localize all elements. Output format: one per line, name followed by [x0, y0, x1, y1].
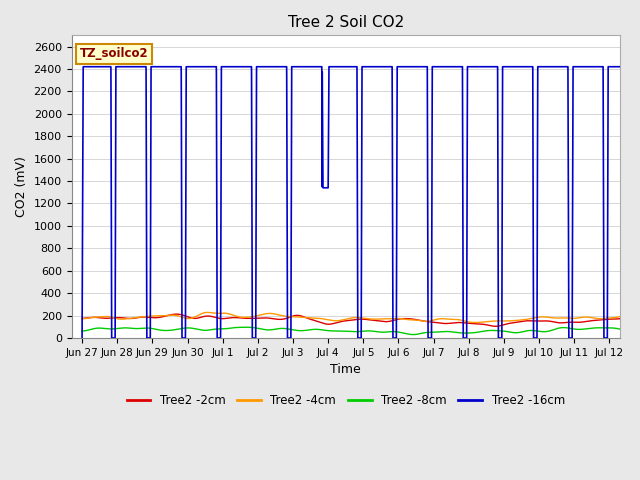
- Text: TZ_soilco2: TZ_soilco2: [80, 48, 148, 60]
- Title: Tree 2 Soil CO2: Tree 2 Soil CO2: [287, 15, 404, 30]
- Legend: Tree2 -2cm, Tree2 -4cm, Tree2 -8cm, Tree2 -16cm: Tree2 -2cm, Tree2 -4cm, Tree2 -8cm, Tree…: [122, 389, 570, 412]
- X-axis label: Time: Time: [330, 363, 361, 376]
- Y-axis label: CO2 (mV): CO2 (mV): [15, 156, 28, 217]
